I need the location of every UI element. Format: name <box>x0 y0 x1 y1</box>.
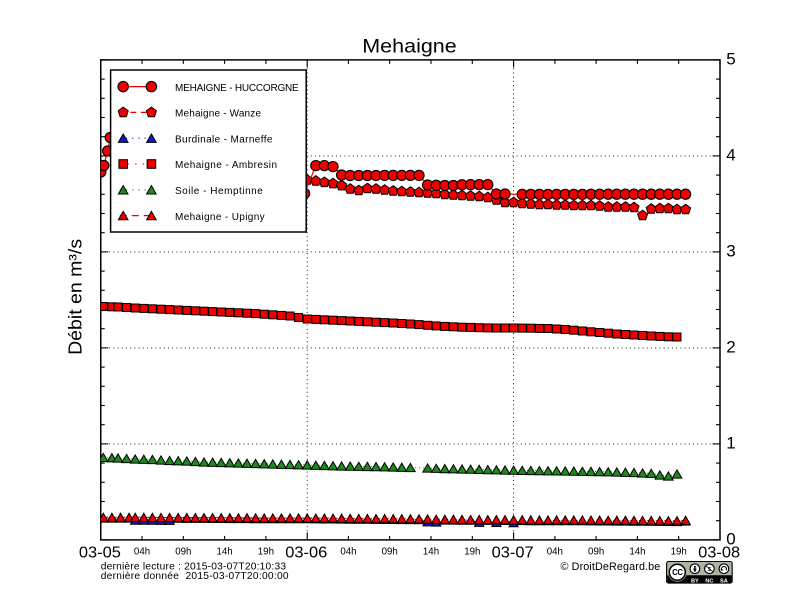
svg-text:5: 5 <box>726 50 735 69</box>
svg-text:dernière donnée 2015-03-07T20: dernière donnée 2015-03-07T20:00:00 <box>101 571 289 582</box>
svg-text:dernière lecture : 2015-03-07T: dernière lecture : 2015-03-07T20:10:33 <box>101 562 287 573</box>
svg-text:4: 4 <box>726 146 735 165</box>
svg-text:19h: 19h <box>464 545 480 557</box>
svg-text:© DroitDeRegard.be: © DroitDeRegard.be <box>561 561 661 573</box>
svg-text:19h: 19h <box>671 545 687 557</box>
svg-text:SA: SA <box>720 579 728 585</box>
svg-text:09h: 09h <box>175 545 191 557</box>
svg-text:03-06: 03-06 <box>285 544 327 561</box>
svg-text:Soile - Hemptinne: Soile - Hemptinne <box>175 186 263 197</box>
svg-text:Débit en m³/s: Débit en m³/s <box>65 239 85 355</box>
svg-text:MEHAIGNE - HUCCORGNE: MEHAIGNE - HUCCORGNE <box>175 83 299 94</box>
svg-text:3: 3 <box>726 242 735 261</box>
svg-text:1: 1 <box>726 434 735 453</box>
svg-text:CC: CC <box>672 568 683 577</box>
svg-text:Mehaigne: Mehaigne <box>362 36 457 58</box>
svg-text:14h: 14h <box>629 545 645 557</box>
svg-text:19h: 19h <box>258 545 274 557</box>
svg-text:NC: NC <box>705 579 713 585</box>
svg-text:Mehaigne - Wanze: Mehaigne - Wanze <box>175 109 261 120</box>
svg-text:03-07: 03-07 <box>492 544 534 561</box>
svg-text:$: $ <box>708 567 712 573</box>
svg-text:09h: 09h <box>382 545 398 557</box>
svg-text:0: 0 <box>726 530 735 549</box>
svg-text:04h: 04h <box>547 545 563 557</box>
svg-text:04h: 04h <box>340 545 356 557</box>
svg-text:2: 2 <box>726 338 735 357</box>
svg-text:03-08: 03-08 <box>698 544 740 561</box>
svg-text:14h: 14h <box>217 545 233 557</box>
svg-text:Mehaigne - Upigny: Mehaigne - Upigny <box>175 212 265 223</box>
svg-text:Burdinale - Marneffe: Burdinale - Marneffe <box>175 134 273 145</box>
svg-text:Mehaigne - Ambresin: Mehaigne - Ambresin <box>175 160 277 171</box>
svg-text:09h: 09h <box>588 545 604 557</box>
svg-text:04h: 04h <box>134 545 150 557</box>
svg-text:03-05: 03-05 <box>79 544 121 561</box>
svg-text:BY: BY <box>691 579 699 585</box>
svg-text:14h: 14h <box>423 545 439 557</box>
